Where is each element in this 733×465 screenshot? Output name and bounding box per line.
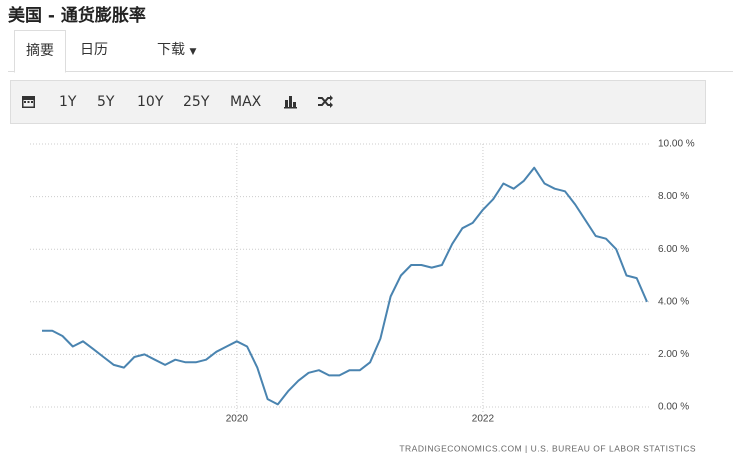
calendar-icon[interactable] <box>21 94 36 109</box>
range-button[interactable]: 25Y <box>183 94 210 110</box>
tab[interactable]: 下载 ▼ <box>157 30 196 70</box>
y-tick-label: 10.00 % <box>658 139 695 150</box>
dropdown-caret: ▼ <box>189 47 197 57</box>
tab[interactable]: 日历 <box>80 42 108 58</box>
y-tick-label: 4.00 % <box>658 296 689 307</box>
x-tick-label: 2020 <box>226 414 249 425</box>
range-button[interactable]: MAX <box>230 94 262 110</box>
toolbar: 1Y 5Y 10Y 25Y MAX <box>10 80 706 124</box>
x-tick-label: 2022 <box>472 414 495 425</box>
y-tick-label: 0.00 % <box>658 402 689 413</box>
bar-chart-icon[interactable] <box>283 94 298 109</box>
range-button[interactable]: 10Y <box>137 94 164 110</box>
source-note: TRADINGECONOMICS.COM | U.S. BUREAU OF LA… <box>399 443 696 453</box>
y-tick-label: 6.00 % <box>658 244 689 255</box>
tab-bar: 摘要 日历 下载 ▼ <box>8 30 733 73</box>
range-button[interactable]: 1Y <box>59 94 77 110</box>
page-title: 美国 - 通货膨胀率 <box>8 6 146 26</box>
y-tick-label: 8.00 % <box>658 191 689 202</box>
tab[interactable]: 摘要 <box>14 30 66 73</box>
chart: 2022 2020 10.00 % 8.00 % 6.00 % 4.00 % 2.00 % 0… <box>30 139 696 453</box>
y-tick-label: 2.00 % <box>658 349 689 360</box>
series-line <box>42 166 648 406</box>
shuffle-icon[interactable] <box>317 94 334 109</box>
range-button[interactable]: 5Y <box>97 94 115 110</box>
tab-label: 下载 <box>157 42 185 58</box>
